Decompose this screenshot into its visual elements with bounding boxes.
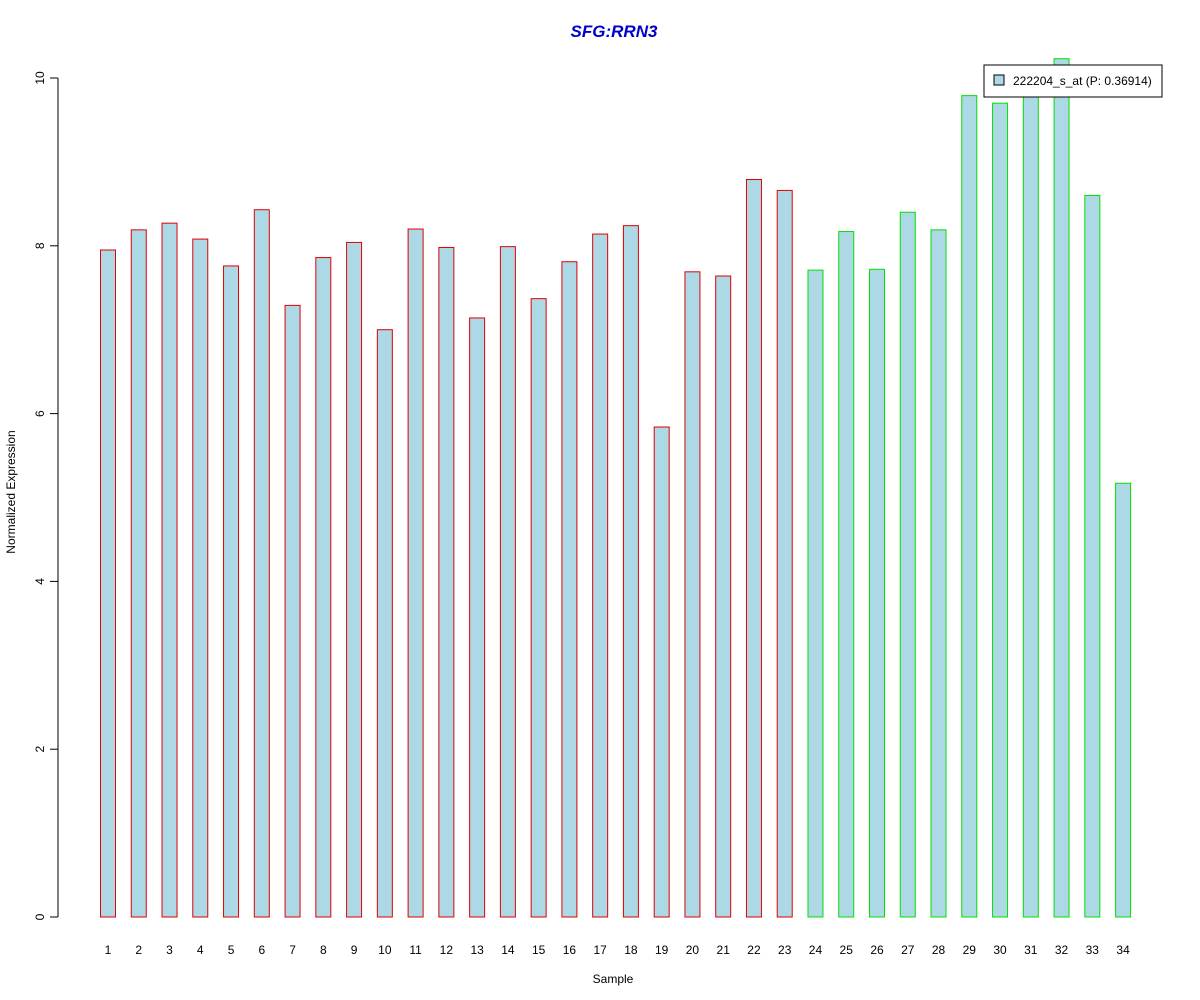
x-tick-label: 11 — [409, 943, 422, 957]
legend-box — [983, 64, 1163, 98]
x-tick-label: 33 — [1086, 943, 1100, 957]
x-tick-label: 27 — [901, 943, 915, 957]
bar-sample-22 — [745, 179, 762, 918]
x-tick-label: 25 — [840, 943, 854, 957]
x-axis-title: Sample — [593, 972, 634, 986]
legend-swatch — [993, 74, 1005, 86]
bar-sample-17 — [592, 233, 609, 918]
bar-sample-9 — [346, 241, 363, 918]
x-tick-label: 10 — [378, 943, 392, 957]
bar-sample-14 — [499, 246, 516, 918]
bar-sample-1 — [100, 249, 116, 918]
y-tick-label: 0 — [33, 913, 47, 920]
bar-sample-16 — [561, 261, 578, 918]
bar-sample-19 — [653, 426, 670, 918]
bar-sample-29 — [961, 95, 978, 918]
bar-sample-13 — [469, 317, 486, 918]
x-tick-label: 18 — [624, 943, 638, 957]
x-tick-label: 16 — [563, 943, 577, 957]
bar-series — [100, 58, 1132, 918]
bar-sample-2 — [130, 229, 147, 918]
x-tick-label: 32 — [1055, 943, 1069, 957]
x-tick-label: 8 — [320, 943, 327, 957]
bar-sample-5 — [223, 265, 240, 918]
bar-sample-10 — [376, 329, 393, 918]
x-tick-label: 6 — [258, 943, 265, 957]
x-axis-tick-labels: 1 2 3 4 5 6 7 8 9 10 11 12 13 14 15 16 17 18 19 20 21 22 23 24 2… — [105, 943, 1130, 957]
x-tick-label: 28 — [932, 943, 946, 957]
bar-sample-23 — [776, 189, 793, 918]
bar-sample-25 — [838, 231, 855, 918]
x-tick-label: 7 — [289, 943, 296, 957]
bar-sample-30 — [992, 102, 1009, 918]
x-tick-label: 12 — [440, 943, 454, 957]
bar-sample-6 — [253, 209, 270, 918]
bar-sample-28 — [930, 229, 947, 918]
x-tick-label: 20 — [686, 943, 700, 957]
y-axis: 0 2 4 6 8 10 — [33, 71, 59, 920]
x-tick-label: 1 — [105, 943, 112, 957]
bar-sample-12 — [438, 246, 455, 918]
bar-sample-3 — [161, 222, 178, 918]
y-tick-label: 2 — [33, 746, 47, 753]
bar-sample-4 — [192, 238, 209, 918]
x-tick-label: 4 — [197, 943, 204, 957]
bar-sample-15 — [530, 298, 547, 918]
y-tick-label: 8 — [33, 242, 47, 249]
x-tick-label: 17 — [593, 943, 607, 957]
x-tick-label: 13 — [470, 943, 484, 957]
bar-sample-20 — [684, 271, 701, 918]
x-tick-label: 15 — [532, 943, 546, 957]
x-tick-label: 21 — [717, 943, 731, 957]
x-tick-label: 29 — [963, 943, 977, 957]
x-tick-label: 14 — [501, 943, 515, 957]
bar-sample-7 — [284, 304, 301, 918]
x-tick-label: 31 — [1024, 943, 1038, 957]
bar-sample-21 — [715, 275, 732, 918]
x-tick-label: 30 — [993, 943, 1007, 957]
bar-sample-27 — [899, 211, 916, 918]
bar-sample-24 — [807, 269, 824, 918]
bar-sample-32 — [1053, 58, 1070, 918]
x-tick-label: 34 — [1116, 943, 1130, 957]
bar-sample-31 — [1022, 92, 1039, 918]
x-tick-label: 2 — [135, 943, 142, 957]
x-tick-label: 3 — [166, 943, 173, 957]
x-tick-label: 23 — [778, 943, 792, 957]
y-axis-title: Normalized Expression — [4, 430, 18, 553]
bar-sample-11 — [407, 228, 424, 918]
bar-sample-18 — [622, 225, 639, 918]
bar-sample-33 — [1084, 194, 1101, 918]
y-tick-label: 4 — [33, 578, 47, 585]
x-tick-label: 24 — [809, 943, 823, 957]
bar-sample-8 — [315, 257, 332, 918]
legend: 222204_s_at (P: 0.36914) — [983, 64, 1163, 98]
x-tick-label: 22 — [747, 943, 761, 957]
bar-sample-34 — [1115, 482, 1132, 918]
x-tick-label: 5 — [228, 943, 235, 957]
x-tick-label: 26 — [870, 943, 884, 957]
x-tick-label: 19 — [655, 943, 669, 957]
x-tick-label: 9 — [351, 943, 358, 957]
bar-sample-26 — [869, 268, 885, 918]
chart-title: SFG:RRN3 — [571, 22, 658, 41]
legend-label: 222204_s_at (P: 0.36914) — [1013, 74, 1152, 88]
y-tick-label: 10 — [33, 71, 47, 85]
y-tick-label: 6 — [33, 410, 47, 417]
